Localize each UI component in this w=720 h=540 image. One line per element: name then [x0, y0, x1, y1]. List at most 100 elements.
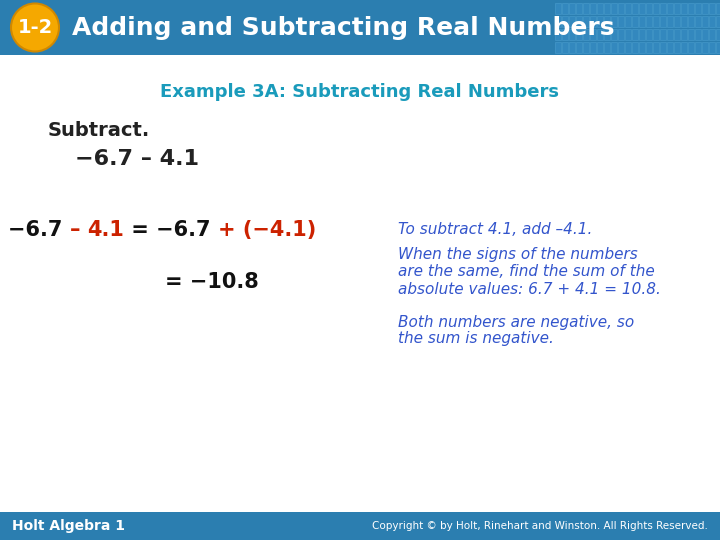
Bar: [625, 3, 631, 14]
Bar: [562, 42, 568, 53]
Bar: [716, 42, 720, 53]
Bar: [576, 3, 582, 14]
Bar: [681, 42, 687, 53]
Bar: [618, 16, 624, 27]
Bar: [604, 16, 610, 27]
Text: 1-2: 1-2: [17, 18, 53, 37]
Text: absolute values: 6.7 + 4.1 = 10.8.: absolute values: 6.7 + 4.1 = 10.8.: [398, 281, 661, 296]
Bar: [569, 29, 575, 40]
Bar: [674, 3, 680, 14]
Bar: [611, 29, 617, 40]
Bar: [695, 16, 701, 27]
Text: = −10.8: = −10.8: [165, 272, 258, 292]
Text: 4.1: 4.1: [87, 220, 125, 240]
Bar: [646, 3, 652, 14]
Bar: [618, 42, 624, 53]
Bar: [688, 42, 694, 53]
Bar: [632, 16, 638, 27]
Bar: [653, 3, 659, 14]
Text: the sum is negative.: the sum is negative.: [398, 332, 554, 347]
Bar: [576, 16, 582, 27]
Bar: [576, 42, 582, 53]
Text: Example 3A: Subtracting Real Numbers: Example 3A: Subtracting Real Numbers: [161, 83, 559, 101]
Bar: [716, 16, 720, 27]
Bar: [590, 42, 596, 53]
Bar: [674, 16, 680, 27]
Bar: [597, 16, 603, 27]
Bar: [646, 16, 652, 27]
Bar: [555, 3, 561, 14]
Bar: [576, 29, 582, 40]
Bar: [562, 29, 568, 40]
Bar: [667, 16, 673, 27]
Bar: [660, 42, 666, 53]
Bar: [667, 29, 673, 40]
Bar: [583, 29, 589, 40]
Bar: [674, 29, 680, 40]
Bar: [604, 42, 610, 53]
Text: = −6.7: = −6.7: [125, 220, 218, 240]
Bar: [618, 29, 624, 40]
Bar: [660, 29, 666, 40]
Bar: [695, 3, 701, 14]
Bar: [604, 3, 610, 14]
Bar: [555, 16, 561, 27]
Bar: [667, 42, 673, 53]
Bar: [716, 29, 720, 40]
Bar: [562, 16, 568, 27]
Bar: [695, 42, 701, 53]
Bar: [597, 3, 603, 14]
Bar: [674, 42, 680, 53]
Bar: [688, 29, 694, 40]
Circle shape: [11, 3, 59, 51]
Text: −6.7: −6.7: [8, 220, 70, 240]
Bar: [681, 29, 687, 40]
Bar: [632, 3, 638, 14]
Bar: [604, 29, 610, 40]
Bar: [639, 16, 645, 27]
Bar: [625, 16, 631, 27]
Bar: [618, 3, 624, 14]
Bar: [653, 16, 659, 27]
Bar: [695, 29, 701, 40]
Bar: [583, 16, 589, 27]
Bar: [569, 3, 575, 14]
Text: + (−4.1): + (−4.1): [218, 220, 316, 240]
Bar: [709, 16, 715, 27]
Text: −6.7 – 4.1: −6.7 – 4.1: [75, 149, 199, 169]
Bar: [709, 42, 715, 53]
Bar: [625, 42, 631, 53]
Bar: [597, 29, 603, 40]
Bar: [709, 29, 715, 40]
Bar: [639, 29, 645, 40]
Bar: [569, 16, 575, 27]
Bar: [660, 16, 666, 27]
Text: are the same, find the sum of the: are the same, find the sum of the: [398, 265, 654, 280]
Bar: [611, 42, 617, 53]
Bar: [646, 42, 652, 53]
Text: When the signs of the numbers: When the signs of the numbers: [398, 247, 638, 262]
FancyBboxPatch shape: [0, 512, 720, 540]
Bar: [597, 42, 603, 53]
Bar: [611, 3, 617, 14]
Bar: [555, 42, 561, 53]
Bar: [681, 16, 687, 27]
Bar: [653, 42, 659, 53]
Bar: [590, 29, 596, 40]
Bar: [681, 3, 687, 14]
Bar: [632, 42, 638, 53]
Bar: [632, 29, 638, 40]
Bar: [639, 42, 645, 53]
Bar: [590, 16, 596, 27]
Bar: [590, 3, 596, 14]
Bar: [688, 3, 694, 14]
Bar: [688, 16, 694, 27]
Text: Copyright © by Holt, Rinehart and Winston. All Rights Reserved.: Copyright © by Holt, Rinehart and Winsto…: [372, 521, 708, 531]
Bar: [702, 29, 708, 40]
Bar: [702, 3, 708, 14]
Text: Both numbers are negative, so: Both numbers are negative, so: [398, 314, 634, 329]
Text: To subtract 4.1, add –4.1.: To subtract 4.1, add –4.1.: [398, 222, 593, 238]
Bar: [625, 29, 631, 40]
Bar: [583, 3, 589, 14]
Text: Adding and Subtracting Real Numbers: Adding and Subtracting Real Numbers: [72, 16, 614, 39]
